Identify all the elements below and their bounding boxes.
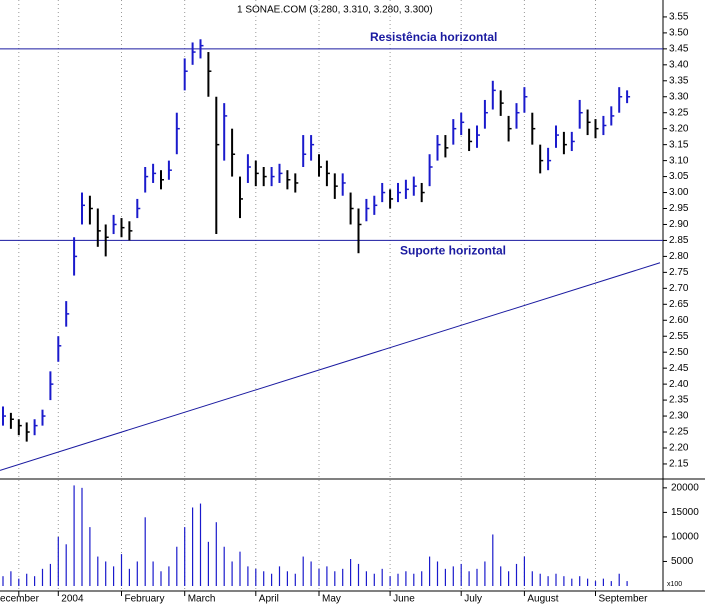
y-tick-label: 2.75 — [669, 267, 689, 278]
y-tick-label: 3.50 — [669, 28, 689, 39]
trend-line — [0, 262, 661, 471]
y-tick-label: 3.30 — [669, 91, 689, 102]
y-tick-label: 2.65 — [669, 299, 689, 310]
x-tick-label: July — [464, 594, 482, 604]
y-tick-label: 2.55 — [669, 331, 689, 342]
y-tick-label: 3.20 — [669, 123, 689, 134]
y-tick-label: 2.50 — [669, 347, 689, 358]
resistance-label: Resistência horizontal — [370, 30, 497, 44]
y-tick-label: 3.00 — [669, 187, 689, 198]
x-tick-label: March — [188, 594, 216, 604]
y-tick-label: 2.45 — [669, 363, 689, 374]
y-tick-label: 2.85 — [669, 235, 689, 246]
x-tick-label: December — [0, 594, 40, 604]
volume-tick-label: 20000 — [671, 482, 699, 493]
volume-tick-label: 15000 — [671, 507, 699, 518]
x-tick-label: April — [259, 594, 279, 604]
y-tick-label: 2.70 — [669, 283, 689, 294]
y-tick-label: 2.40 — [669, 379, 689, 390]
volume-unit: x100 — [667, 581, 682, 588]
y-tick-label: 2.30 — [669, 411, 689, 422]
y-tick-label: 2.35 — [669, 395, 689, 406]
x-tick-label: August — [527, 594, 558, 604]
support-label: Suporte horizontal — [400, 244, 506, 258]
y-tick-label: 2.25 — [669, 427, 689, 438]
y-tick-label: 3.55 — [669, 12, 689, 23]
x-tick-label: May — [322, 594, 341, 604]
x-tick-label: 2004 — [61, 594, 84, 604]
y-tick-label: 3.35 — [669, 75, 689, 86]
y-tick-label: 2.95 — [669, 203, 689, 214]
x-tick-label: June — [393, 594, 415, 604]
y-tick-label: 3.40 — [669, 59, 689, 70]
y-tick-label: 2.60 — [669, 315, 689, 326]
volume-tick-label: 10000 — [671, 532, 699, 543]
y-tick-label: 2.20 — [669, 443, 689, 454]
x-tick-label: February — [125, 594, 165, 604]
y-tick-label: 2.15 — [669, 459, 689, 470]
y-tick-label: 2.90 — [669, 219, 689, 230]
y-tick-label: 3.15 — [669, 139, 689, 150]
chart-title: 1 SONAE.COM (3.280, 3.310, 3.280, 3.300) — [237, 5, 433, 16]
y-tick-label: 3.05 — [669, 171, 689, 182]
y-tick-label: 3.10 — [669, 155, 689, 166]
y-tick-label: 2.80 — [669, 251, 689, 262]
x-tick-label: September — [599, 594, 649, 604]
y-tick-label: 3.25 — [669, 107, 689, 118]
volume-tick-label: 5000 — [671, 556, 694, 567]
y-tick-label: 3.45 — [669, 43, 689, 54]
